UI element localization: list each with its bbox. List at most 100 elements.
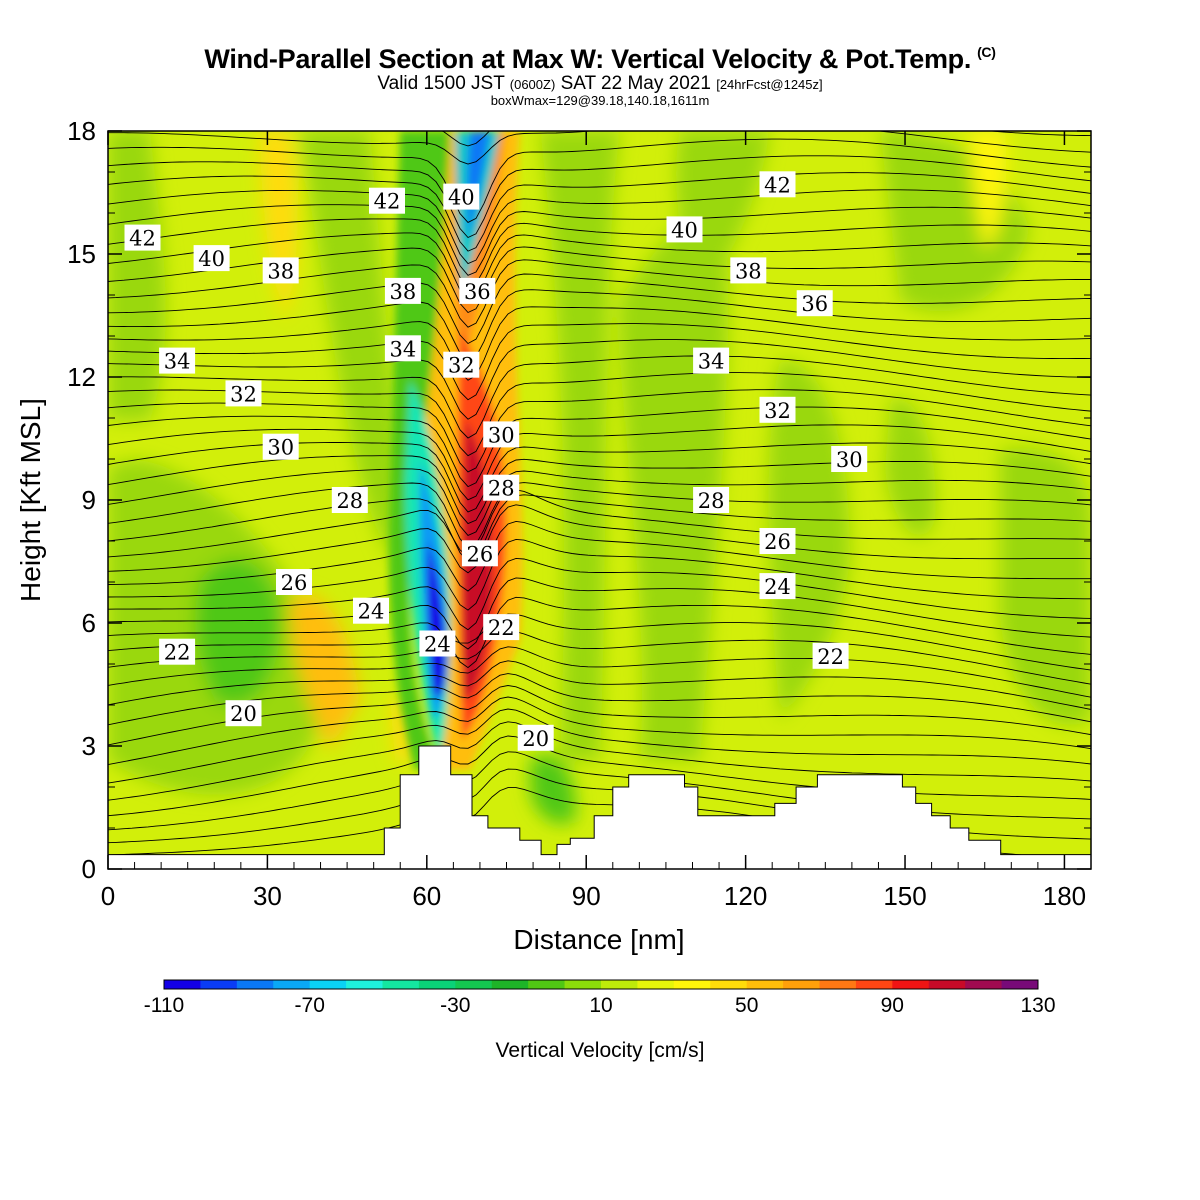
isentrope-line (108, 289, 1091, 362)
contour-label-text: 22 (164, 641, 191, 665)
y-tick-label: 18 (67, 116, 96, 146)
contour-label: 40 (666, 216, 703, 243)
contour-label: 38 (384, 277, 421, 304)
isentrope-line (108, 424, 1091, 501)
contour-label-box (353, 597, 389, 624)
isentrope-line (108, 372, 1091, 457)
contour-label-box (262, 433, 299, 460)
colorbar-swatch (164, 980, 201, 989)
contour-label-box (331, 487, 368, 513)
isentrope-line (108, 482, 1091, 549)
contour-label-text: 32 (448, 354, 475, 378)
y-tick-label: 3 (82, 731, 96, 761)
x-tick-label: 150 (883, 881, 926, 911)
contour-label-box (443, 183, 480, 210)
contour-label-text: 26 (467, 542, 494, 566)
velocity-patch (290, 594, 360, 750)
contour-label: 36 (459, 277, 496, 304)
contour-label-box (693, 347, 730, 374)
vertical-velocity-field (108, 131, 1091, 824)
contour-label: 26 (276, 569, 312, 595)
colorbar-swatch (564, 980, 602, 989)
contour-label: 32 (443, 351, 480, 378)
isentrope-line (108, 189, 1091, 265)
contour-label-text: 28 (336, 489, 363, 513)
colorbar-swatch (200, 980, 238, 989)
colorbar-swatch (783, 980, 820, 989)
colorbar-swatch (965, 980, 1002, 989)
potential-temperature-contours (108, 131, 1091, 860)
contour-label-box (159, 638, 196, 665)
velocity-patch (195, 558, 281, 706)
colorbar-swatch (346, 980, 383, 989)
velocity-core (427, 540, 447, 697)
isentrope-line (108, 696, 1091, 766)
isentrope-line (108, 630, 1091, 685)
contour-label: 28 (693, 487, 730, 513)
contour-label-box (483, 421, 520, 448)
contour-label-box (225, 380, 262, 407)
colorbar-swatch (637, 980, 675, 989)
contour-label: 36 (796, 290, 833, 317)
colorbar-swatch (746, 980, 784, 989)
isentrope-line (108, 468, 1091, 536)
isentrope-line (108, 204, 1091, 276)
chart-title: Wind-Parallel Section at Max W: Vertical… (0, 44, 1200, 75)
contour-label-box (276, 569, 312, 595)
contour-label-box (369, 187, 405, 214)
colorbar-title: Vertical Velocity [cm/s] (496, 1039, 705, 1062)
contour-label: 30 (262, 433, 299, 460)
isentrope-line (108, 646, 1091, 698)
contour-label: 26 (461, 540, 498, 567)
contour-label-text: 36 (801, 292, 828, 316)
colorbar-label: 50 (735, 994, 758, 1017)
contour-label-text: 30 (488, 423, 515, 447)
y-tick-label: 12 (67, 362, 96, 392)
contour-label: 30 (831, 446, 868, 472)
contour-label-text: 24 (358, 600, 385, 624)
contour-label-box (831, 446, 868, 472)
velocity-patch (108, 131, 166, 420)
contour-label: 22 (159, 638, 196, 665)
contour-label: 32 (759, 396, 796, 423)
contour-label-box (443, 351, 480, 378)
boxwmax-line: boxWmax=129@39.18,140.18,1611m (490, 93, 710, 108)
updraft-downdraft-couplet (388, 131, 523, 770)
contour-label-text: 26 (281, 571, 308, 595)
colorbar-label: -110 (144, 994, 184, 1017)
velocity-patch (768, 360, 850, 720)
isentrope-line (108, 596, 1091, 669)
chart-title-text: Wind-Parallel Section at Max W: Vertical… (204, 44, 972, 74)
contour-label-text: 38 (735, 259, 762, 283)
velocity-patch (620, 180, 729, 760)
isentrope-line (108, 557, 1091, 631)
contour-label-text: 40 (448, 186, 475, 210)
colorbar-swatch (273, 980, 311, 989)
contour-label: 26 (759, 528, 796, 554)
contour-label-text: 28 (488, 477, 515, 501)
y-tick-label: 0 (82, 854, 96, 884)
isentrope-line (108, 306, 1091, 381)
isentrope-line (108, 406, 1091, 488)
contour-label-box (461, 540, 498, 567)
y-tick-label: 9 (82, 485, 96, 515)
contour-label-box (759, 573, 796, 600)
velocity-patch (676, 131, 770, 300)
isentrope-line (108, 721, 1091, 801)
velocity-patch (1000, 448, 1091, 726)
contour-label-box (666, 216, 703, 243)
contour-label-text: 38 (390, 280, 417, 304)
contour-label-box (759, 528, 796, 554)
isentrope-line (108, 355, 1091, 439)
isentrope-line (108, 708, 1091, 784)
contour-label-box (759, 396, 796, 423)
contour-label-text: 34 (698, 350, 725, 374)
contour-label-text: 36 (464, 280, 491, 304)
contour-label-box (796, 290, 833, 317)
contour-label-text: 42 (374, 190, 401, 214)
x-tick-label: 60 (412, 881, 441, 911)
contour-label: 30 (483, 421, 520, 448)
contour-label: 38 (730, 257, 767, 284)
